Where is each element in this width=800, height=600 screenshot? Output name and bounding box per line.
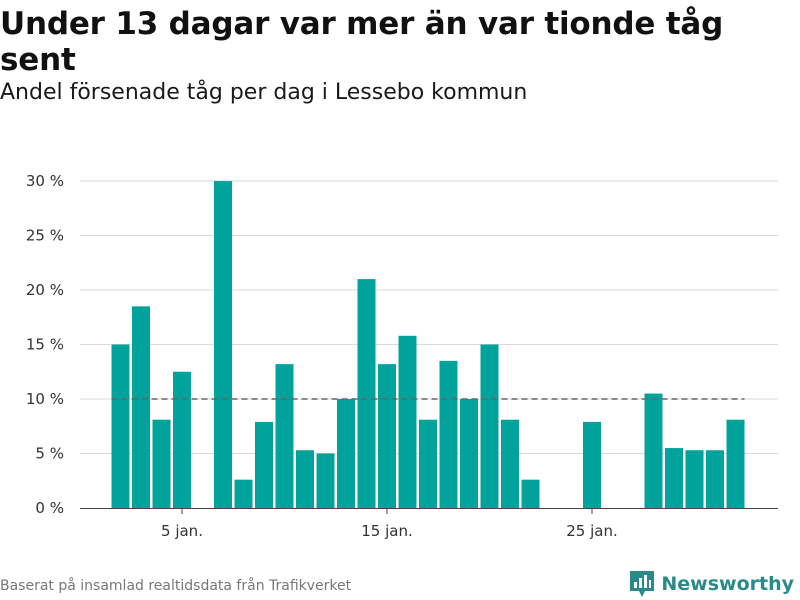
bar[interactable] xyxy=(296,450,314,508)
bar[interactable] xyxy=(316,453,335,509)
bar[interactable] xyxy=(357,279,376,508)
bar[interactable] xyxy=(501,419,519,508)
y-tick-label: 15 % xyxy=(26,336,64,354)
chart-title: Under 13 dagar var mer än var tionde tåg… xyxy=(0,6,724,78)
y-tick-label: 25 % xyxy=(26,227,64,245)
bar[interactable] xyxy=(152,419,171,508)
x-tick-label: 15 jan. xyxy=(361,522,413,540)
bar[interactable] xyxy=(378,364,396,508)
bar[interactable] xyxy=(173,371,191,508)
bar[interactable] xyxy=(419,419,437,508)
y-tick-label: 5 % xyxy=(35,445,64,463)
brand-logo[interactable]: Newsworthy xyxy=(629,569,794,599)
source-note: Baserat på insamlad realtidsdata från Tr… xyxy=(0,578,352,594)
bar[interactable] xyxy=(275,364,294,508)
bars xyxy=(111,181,745,509)
x-tick-label: 5 jan. xyxy=(161,522,203,540)
axes: 0 % 5 % 10 % 15 % 20 % 25 % 30 % 5 jan. 15 jan. 2… xyxy=(26,172,778,540)
bar[interactable] xyxy=(255,421,273,508)
brand-name: Newsworthy xyxy=(661,573,794,595)
bar[interactable] xyxy=(111,344,130,509)
bar[interactable] xyxy=(337,399,355,508)
bar[interactable] xyxy=(644,393,663,508)
bar[interactable] xyxy=(214,181,232,508)
newsworthy-logo-icon xyxy=(630,571,655,597)
y-tick-label: 0 % xyxy=(35,499,64,517)
bar[interactable] xyxy=(726,419,745,508)
bar[interactable] xyxy=(685,450,704,508)
bar[interactable] xyxy=(665,448,683,508)
bar[interactable] xyxy=(521,479,540,508)
y-tick-label: 30 % xyxy=(26,172,64,190)
bar[interactable] xyxy=(132,306,150,508)
x-tick-label: 25 jan. xyxy=(566,522,618,540)
bar[interactable] xyxy=(706,450,724,508)
y-tick-label: 10 % xyxy=(26,390,64,408)
bar[interactable] xyxy=(234,479,253,508)
y-tick-label: 20 % xyxy=(26,281,64,299)
bar[interactable] xyxy=(583,421,601,508)
bar[interactable] xyxy=(460,399,478,508)
bar[interactable] xyxy=(398,335,417,508)
chart-subtitle: Andel försenade tåg per dag i Lessebo ko… xyxy=(0,80,528,105)
bar-chart: 0 % 5 % 10 % 15 % 20 % 25 % 30 % 5 jan. 15 jan. 2… xyxy=(26,172,778,540)
bar[interactable] xyxy=(480,344,499,509)
bar[interactable] xyxy=(439,360,458,508)
